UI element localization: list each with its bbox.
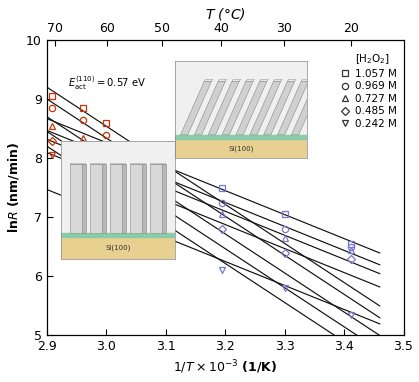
X-axis label: $T$ (°C): $T$ (°C) — [205, 6, 246, 21]
Legend: [H$_2$O$_2$], 1.057 M, 0.969 M, 0.727 M, 0.485 M, 0.242 M: [H$_2$O$_2$], 1.057 M, 0.969 M, 0.727 M,… — [339, 51, 398, 130]
Text: $E_{\rm act}^{\langle 100\rangle}=0.35\ \rm eV$: $E_{\rm act}^{\langle 100\rangle}=0.35\ … — [62, 220, 141, 237]
Y-axis label: ln$R$ (nm/min): ln$R$ (nm/min) — [5, 142, 21, 233]
Text: $E_{\rm act}^{\langle 110\rangle}=0.57\ \rm eV$: $E_{\rm act}^{\langle 110\rangle}=0.57\ … — [67, 75, 146, 92]
X-axis label: $1/T \times 10^{-3}$ (1/K): $1/T \times 10^{-3}$ (1/K) — [173, 359, 277, 376]
